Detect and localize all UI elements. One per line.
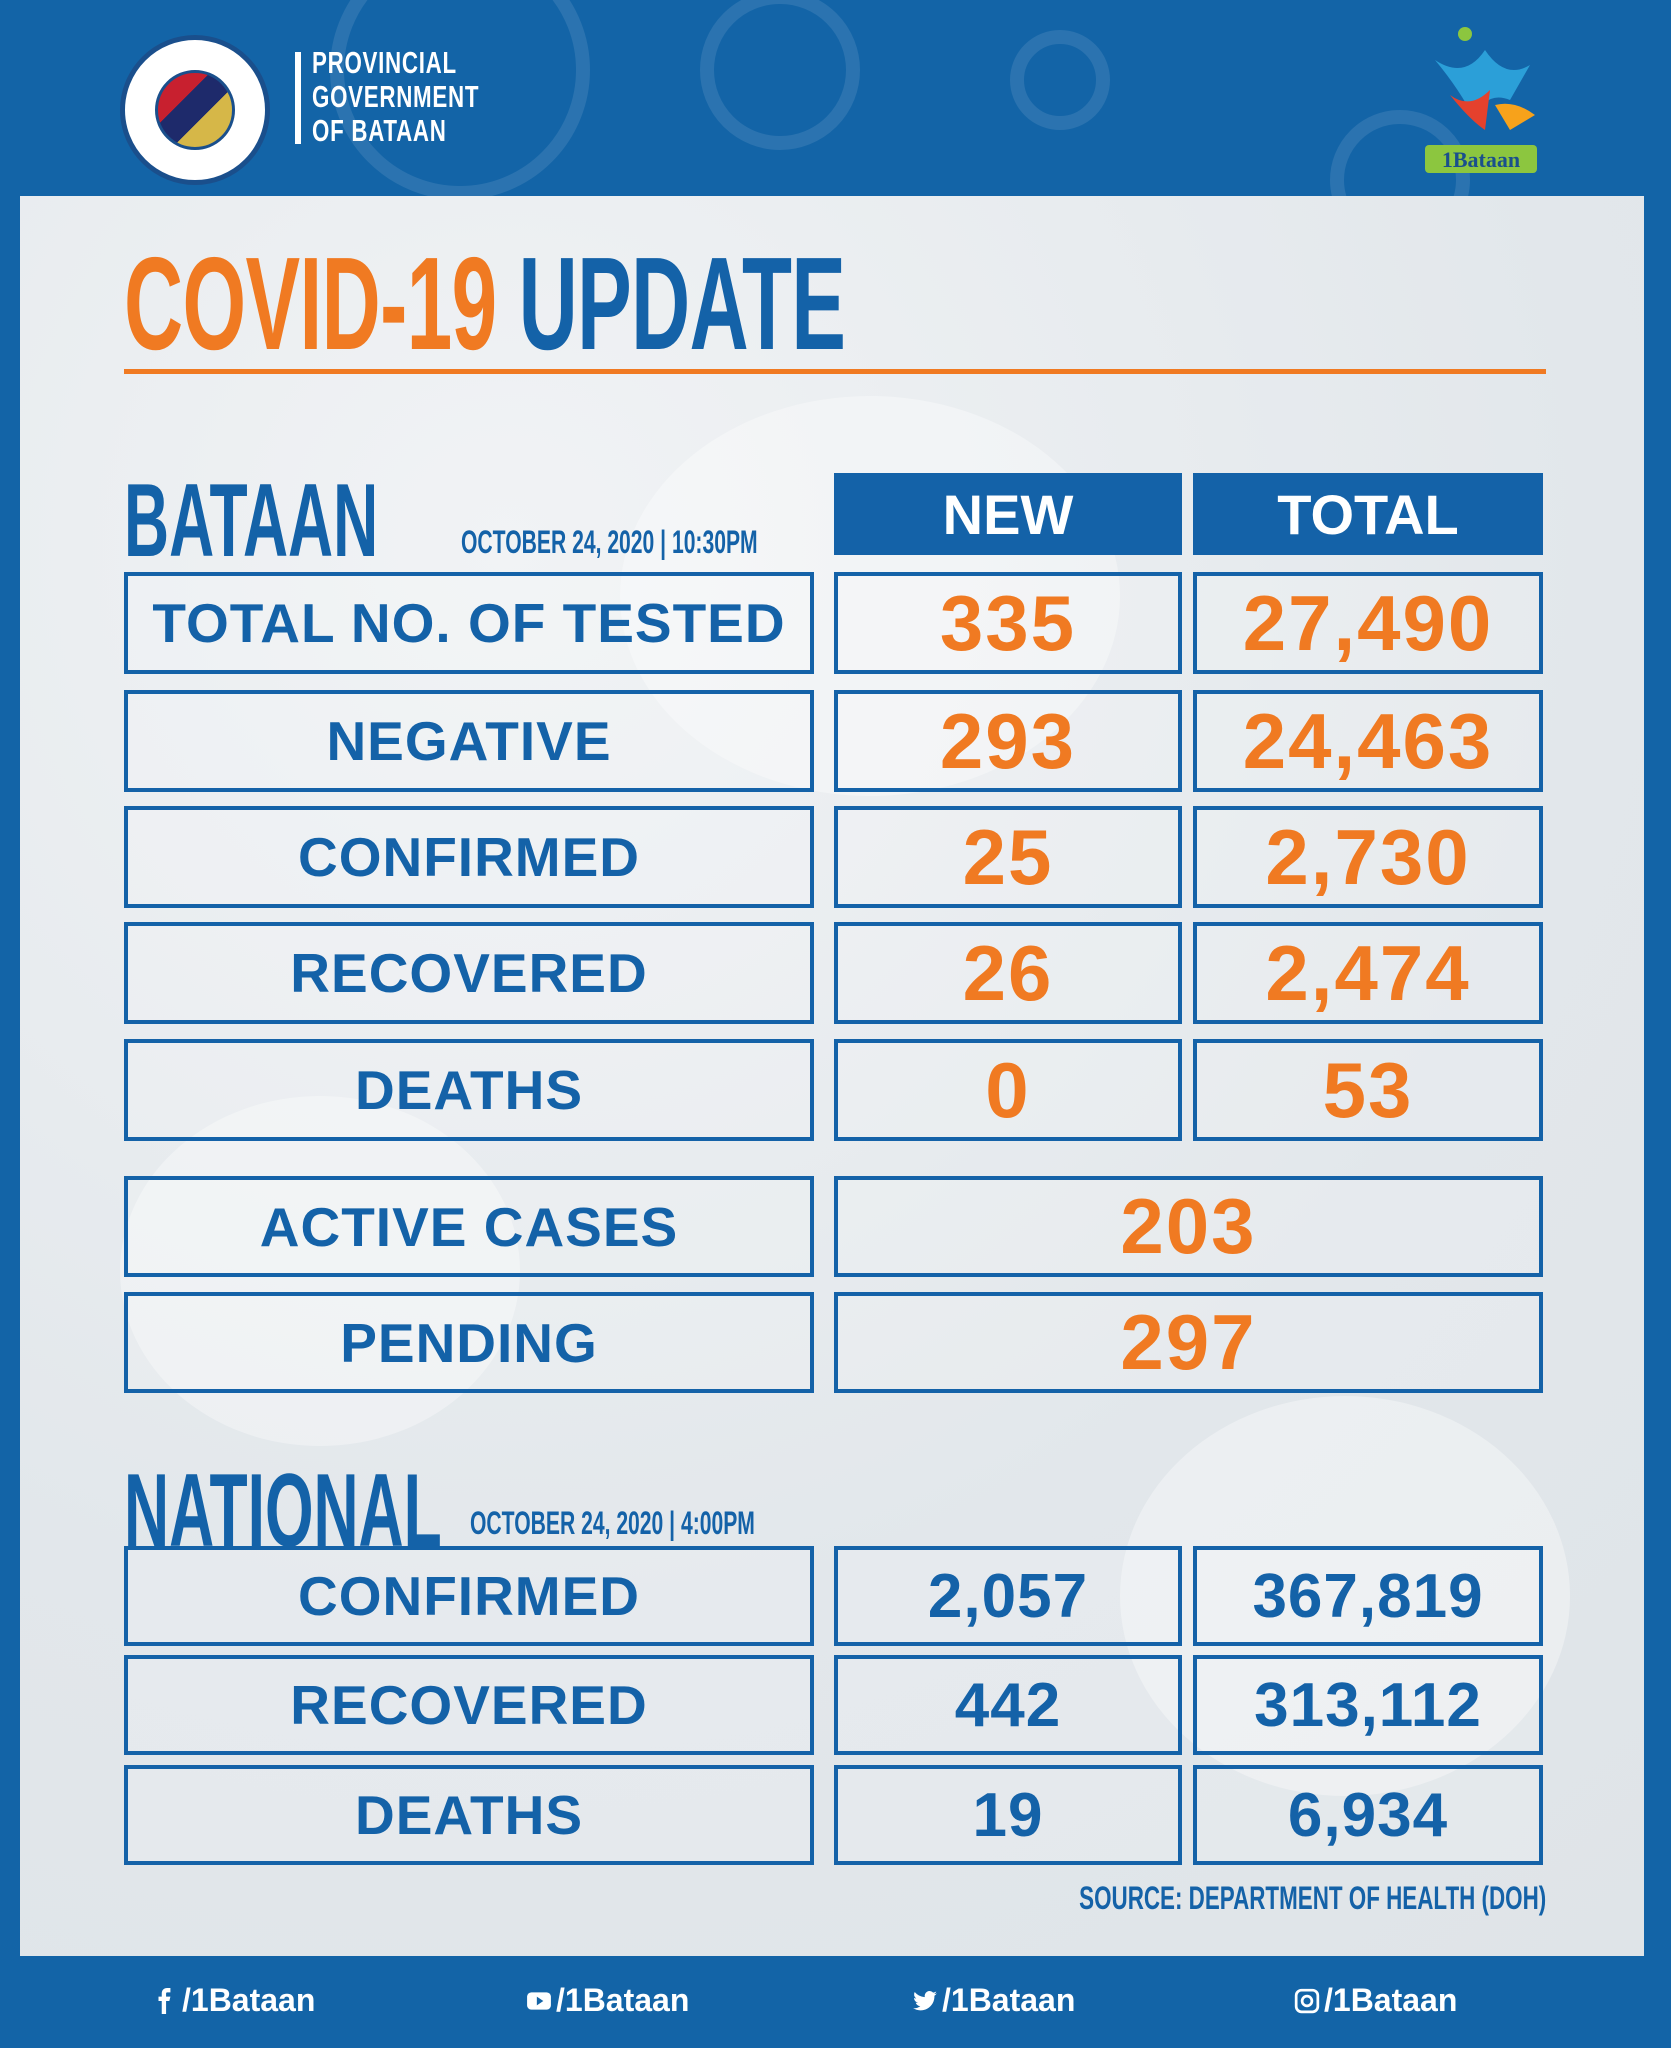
national-row-label: RECOVERED [124, 1655, 814, 1755]
row-new-value: 26 [834, 922, 1182, 1024]
national-new-value: 442 [834, 1655, 1182, 1755]
provincial-government-label: PROVINCIAL GOVERNMENT OF BATAAN [312, 46, 479, 148]
national-row-label: CONFIRMED [124, 1546, 814, 1646]
summary-value: 297 [834, 1292, 1543, 1393]
national-row-label: DEATHS [124, 1765, 814, 1865]
twitter-handle: /1Bataan [942, 1982, 1076, 2018]
row-label: TOTAL NO. OF TESTED [124, 572, 814, 674]
gov-line: PROVINCIAL [312, 45, 457, 80]
bataan-seal-logo [120, 35, 270, 185]
instagram-handle: /1Bataan [1324, 1982, 1458, 2018]
title-update: UPDATE [518, 230, 846, 377]
bataan-heading: BATAAN [124, 463, 379, 579]
twitter-icon [913, 1990, 937, 2010]
instagram-icon [1294, 1988, 1320, 2013]
title-covid: COVID-19 [124, 230, 497, 377]
gov-line: OF BATAAN [312, 113, 447, 148]
virus-decoration [1010, 30, 1110, 130]
virus-decoration [700, 0, 860, 150]
gov-line: GOVERNMENT [312, 79, 480, 114]
national-new-value: 19 [834, 1765, 1182, 1865]
row-new-value: 293 [834, 690, 1182, 792]
row-label: DEATHS [124, 1039, 814, 1141]
national-new-value: 2,057 [834, 1546, 1182, 1646]
row-label: RECOVERED [124, 922, 814, 1024]
national-total-value: 367,819 [1193, 1546, 1543, 1646]
row-label: CONFIRMED [124, 806, 814, 908]
page-title: COVID-19 UPDATE [124, 228, 846, 379]
summary-label: ACTIVE CASES [124, 1176, 814, 1277]
header-banner: PROVINCIAL GOVERNMENT OF BATAAN 1Bataan [0, 0, 1671, 196]
row-total-value: 27,490 [1193, 572, 1543, 674]
summary-value: 203 [834, 1176, 1543, 1277]
row-total-value: 2,730 [1193, 806, 1543, 908]
column-header-total: TOTAL [1193, 473, 1543, 555]
row-label: NEGATIVE [124, 690, 814, 792]
1bataan-logo: 1Bataan [1425, 27, 1537, 173]
source-note: SOURCE: DEPARTMENT OF HEALTH (DOH) [1078, 1880, 1546, 1916]
title-underline [124, 369, 1546, 374]
row-total-value: 2,474 [1193, 922, 1543, 1024]
facebook-icon [158, 1987, 171, 2014]
facebook-link[interactable]: /1Bataan [152, 1982, 315, 2019]
summary-label: PENDING [124, 1292, 814, 1393]
instagram-link[interactable]: /1Bataan [1294, 1982, 1457, 2019]
national-date: OCTOBER 24, 2020 | 4:00PM [470, 1505, 755, 1541]
row-new-value: 0 [834, 1039, 1182, 1141]
twitter-link[interactable]: /1Bataan [912, 1982, 1075, 2019]
youtube-link[interactable]: /1Bataan [526, 1982, 689, 2019]
youtube-handle: /1Bataan [556, 1982, 690, 2018]
row-new-value: 25 [834, 806, 1182, 908]
row-total-value: 24,463 [1193, 690, 1543, 792]
column-header-new: NEW [834, 473, 1182, 555]
facebook-handle: /1Bataan [182, 1982, 316, 2018]
divider [295, 52, 301, 144]
youtube-icon [527, 1991, 551, 2010]
bataan-date: OCTOBER 24, 2020 | 10:30PM [461, 524, 758, 560]
row-total-value: 53 [1193, 1039, 1543, 1141]
footer-social: /1Bataan /1Bataan /1Bataan /1Bataan [0, 1956, 1671, 2048]
national-total-value: 6,934 [1193, 1765, 1543, 1865]
row-new-value: 335 [834, 572, 1182, 674]
svg-text:1Bataan: 1Bataan [1442, 147, 1520, 172]
national-total-value: 313,112 [1193, 1655, 1543, 1755]
